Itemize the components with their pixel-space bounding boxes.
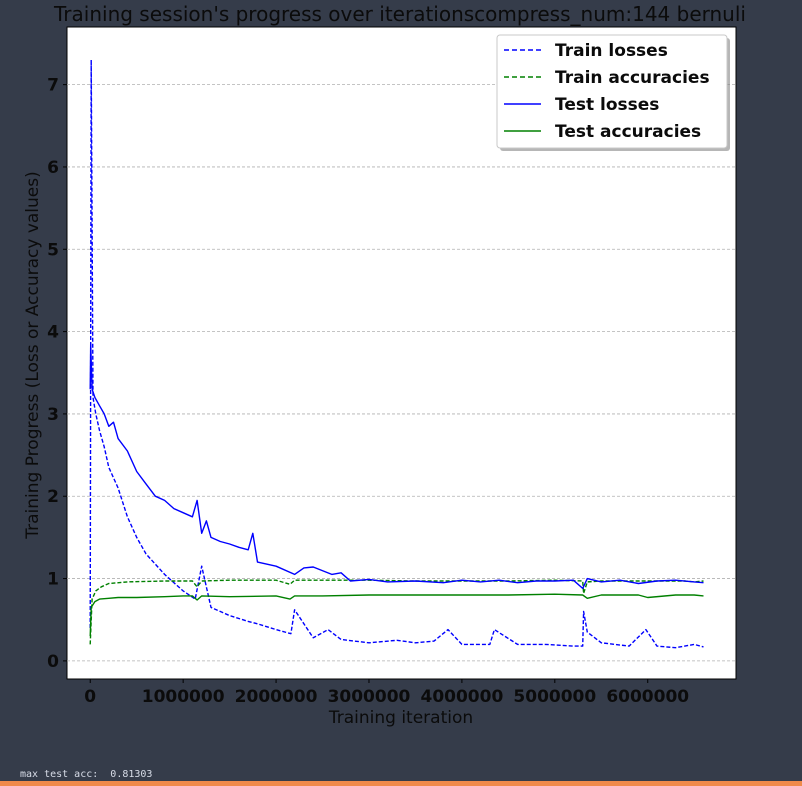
y-axis-label: Training Progress (Loss or Accuracy valu… [23, 171, 43, 540]
series-line-test-losses [89, 343, 704, 590]
footer-accent-bar [0, 781, 802, 786]
chart-title: Training session's progress over iterati… [53, 2, 746, 26]
legend-box [496, 34, 728, 149]
y-tick-label: 3 [47, 405, 59, 425]
x-tick-label: 2000000 [235, 687, 318, 707]
grid-lines [67, 84, 736, 662]
y-tick-label: 1 [47, 570, 59, 590]
y-tick-label: 5 [47, 240, 59, 260]
x-tick-label: 6000000 [606, 687, 689, 707]
legend-label: Train accuracies [555, 68, 710, 88]
series-line-train-accuracies [89, 579, 704, 645]
y-tick-label: 0 [47, 652, 59, 672]
y-tick-label: 2 [47, 487, 59, 507]
x-tick-label: 5000000 [513, 687, 596, 707]
legend-label: Test losses [555, 95, 659, 115]
legend-label: Train losses [555, 41, 668, 61]
series-layer [89, 59, 704, 649]
x-axis-label: Training iteration [328, 708, 473, 728]
y-tick-label: 6 [47, 158, 59, 178]
x-axis-ticks: 0 1000000 2000000 3000000 4000000 5000000 6000… [84, 679, 689, 707]
x-tick-label: 1000000 [142, 687, 225, 707]
x-tick-label: 3000000 [328, 687, 411, 707]
legend: Train losses Train accuracies Test losses T… [496, 34, 730, 151]
max-test-accuracy-text: max test acc: 0.81303 [20, 769, 153, 780]
y-tick-label: 7 [47, 76, 59, 96]
series-line-test-accuracies [89, 593, 704, 637]
y-tick-label: 4 [47, 323, 59, 343]
x-tick-label: 4000000 [420, 687, 503, 707]
x-tick-label: 0 [84, 687, 96, 707]
series-line-train-losses [89, 59, 704, 649]
y-axis-ticks: 0 1 2 3 4 5 6 7 [47, 76, 67, 672]
legend-label: Test accuracies [555, 122, 701, 142]
